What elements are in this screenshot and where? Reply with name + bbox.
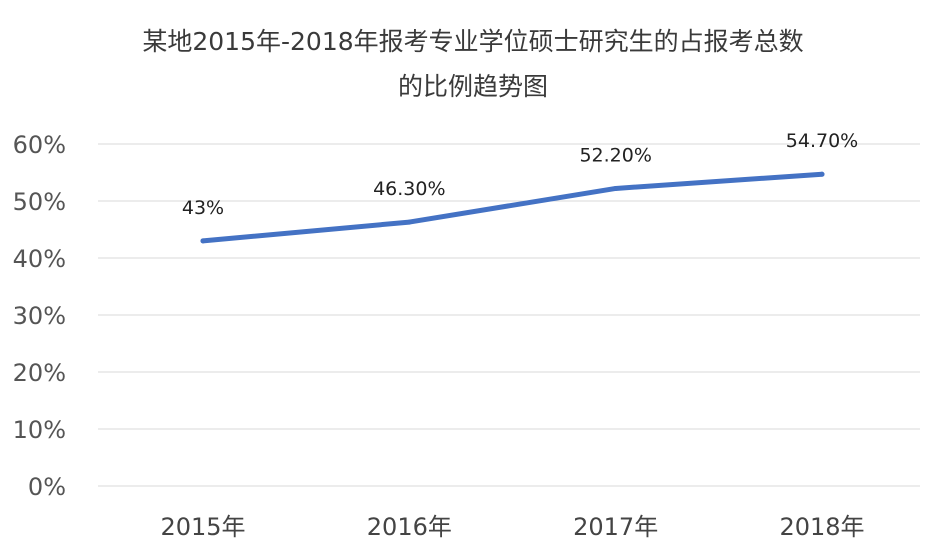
y-tick-label: 60% — [13, 131, 66, 159]
chart-title: 某地2015年-2018年报考专业学位硕士研究生的占报考总数 的比例趋势图 — [142, 27, 803, 101]
x-tick-label: 2016年 — [367, 513, 452, 541]
data-label: 54.70% — [786, 130, 858, 152]
data-point — [819, 171, 825, 177]
data-point — [200, 238, 206, 244]
y-tick-label: 30% — [13, 302, 66, 330]
data-label: 52.20% — [579, 144, 651, 166]
y-tick-label: 20% — [13, 359, 66, 387]
chart-title-line-2: 的比例趋势图 — [398, 72, 548, 101]
data-point — [613, 185, 619, 191]
y-axis-tick-labels: 0% 10% 20% 30% 40% 50% 60% — [13, 131, 66, 501]
chart-title-line-1: 某地2015年-2018年报考专业学位硕士研究生的占报考总数 — [142, 27, 803, 56]
y-tick-label: 0% — [28, 473, 66, 501]
x-tick-label: 2017年 — [573, 513, 658, 541]
x-tick-label: 2015年 — [160, 513, 245, 541]
data-label: 46.30% — [373, 178, 445, 200]
y-tick-label: 10% — [13, 416, 66, 444]
data-label: 43% — [182, 197, 224, 219]
data-series — [200, 171, 825, 244]
y-tick-label: 50% — [13, 188, 66, 216]
x-axis-tick-labels: 2015年 2016年 2017年 2018年 — [160, 513, 864, 541]
y-tick-label: 40% — [13, 245, 66, 273]
data-labels: 43% 46.30% 52.20% 54.70% — [182, 130, 858, 219]
gridlines — [98, 143, 920, 487]
data-point — [406, 219, 412, 225]
series-line — [200, 171, 825, 244]
x-tick-label: 2018年 — [779, 513, 864, 541]
